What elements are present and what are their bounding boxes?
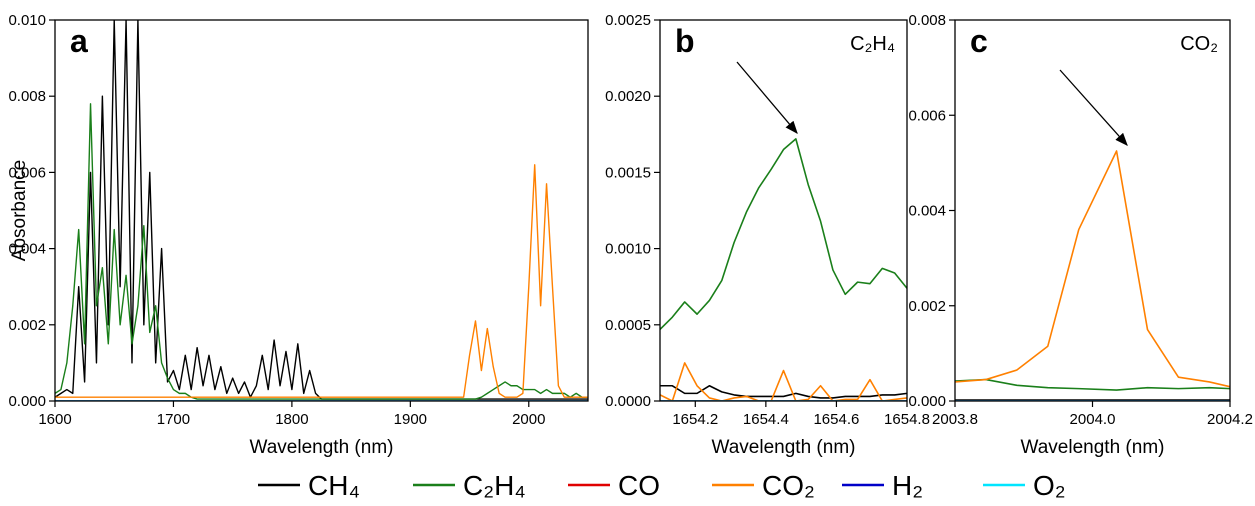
y-tick-label: 0.004 [908, 203, 946, 220]
series-line [955, 150, 1230, 388]
x-tick-label: 1800 [275, 411, 308, 428]
x-tick-label: 2004.0 [1070, 411, 1116, 428]
arrow [1059, 69, 1128, 146]
legend-label: CO₂ [762, 470, 815, 501]
y-tick-label: 0.0025 [605, 12, 651, 29]
x-tick-label: 1654.4 [743, 411, 789, 428]
x-tick-label: 2000 [512, 411, 545, 428]
y-tick-label: 0.002 [8, 317, 46, 334]
x-tick-label: 1654.8 [884, 411, 930, 428]
y-tick-label: 0.0015 [605, 164, 651, 181]
panel-label: c [970, 23, 988, 59]
series-line [55, 164, 588, 398]
series-line [660, 362, 907, 401]
x-tick-label: 2004.2 [1207, 411, 1253, 428]
x-tick-label: 1654.6 [813, 411, 859, 428]
x-tick-label: 1700 [157, 411, 190, 428]
x-tick-label: 2003.8 [932, 411, 978, 428]
arrow [736, 61, 798, 134]
y-tick-label: 0.008 [8, 88, 46, 105]
series-line [660, 138, 907, 330]
annotation: C₂H₄ [850, 33, 895, 55]
annotation: CO₂ [1180, 33, 1218, 55]
x-axis-title: Wavelength (nm) [712, 437, 856, 458]
series-line [55, 103, 588, 400]
y-tick-label: 0.0000 [605, 393, 651, 410]
panel-label: a [70, 23, 88, 59]
series-line [55, 20, 588, 400]
series-line [660, 384, 907, 399]
plot-frame [54, 19, 589, 402]
legend-label: C₂H₄ [463, 470, 526, 501]
legend-label: O₂ [1033, 470, 1066, 501]
y-tick-label: 0.000 [8, 393, 46, 410]
x-tick-label: 1600 [38, 411, 71, 428]
panel-label: b [675, 23, 695, 59]
x-tick-label: 1900 [394, 411, 427, 428]
x-axis-title: Wavelength (nm) [1021, 437, 1165, 458]
plot-frame [954, 19, 1231, 402]
y-tick-label: 0.010 [8, 12, 46, 29]
legend-label: CO [618, 470, 660, 501]
plot-area [660, 138, 907, 401]
y-tick-label: 0.006 [908, 107, 946, 124]
series-line [955, 378, 1230, 391]
legend-label: CH₄ [308, 470, 360, 501]
y-tick-label: 0.006 [8, 164, 46, 181]
y-tick-label: 0.0020 [605, 88, 651, 105]
plot-frame [659, 19, 908, 402]
legend-label: H₂ [892, 470, 923, 501]
x-tick-label: 1654.2 [672, 411, 718, 428]
y-tick-label: 0.002 [908, 298, 946, 315]
y-tick-label: 0.008 [908, 12, 946, 29]
y-axis-title: Absorbance [9, 160, 30, 261]
plot-area [955, 150, 1230, 401]
x-axis-title: Wavelength (nm) [250, 437, 394, 458]
y-tick-label: 0.004 [8, 241, 46, 258]
y-tick-label: 0.0010 [605, 241, 651, 258]
y-tick-label: 0.0005 [605, 317, 651, 334]
y-tick-label: 0.000 [908, 393, 946, 410]
plot-area [55, 20, 588, 401]
